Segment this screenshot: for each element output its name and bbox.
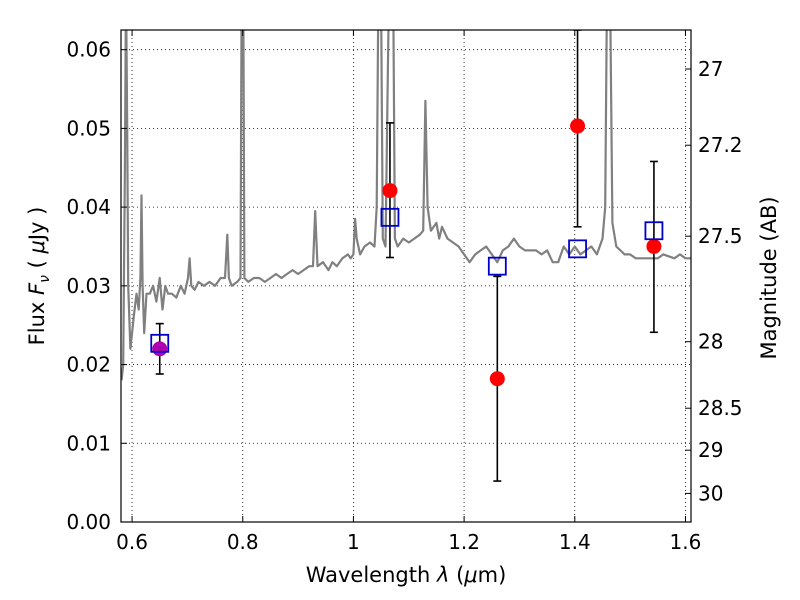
plot-content [121, 30, 691, 482]
observed-point [489, 371, 505, 387]
x-tick-label: 0.6 [116, 530, 148, 554]
right-tick-label: 27 [698, 57, 723, 81]
plot-area [121, 30, 691, 522]
axis-ticks: 0.6 0.8 1 1.2 1.4 1.6 0.00 0.01 0.02 0.03 0.04 0.05… [66, 30, 743, 554]
observed-point [570, 118, 586, 134]
observed-point [152, 341, 168, 357]
y-tick-label: 0.05 [66, 116, 111, 140]
model-photometry-point [644, 221, 664, 241]
y-axis-label-right: Magnitude (AB) [757, 196, 781, 359]
right-tick-label: 30 [698, 481, 723, 505]
y-tick-label: 0.06 [66, 38, 111, 62]
y-tick-label: 0.01 [66, 431, 111, 455]
observed-point [646, 238, 662, 254]
right-tick-label: 29 [698, 438, 723, 462]
right-tick-label: 27.5 [698, 224, 743, 248]
y-tick-label: 0.04 [66, 195, 111, 219]
x-tick-label: 1.6 [670, 530, 702, 554]
x-axis-label: Wavelength λ (μm) [306, 563, 507, 587]
model-photometry-point [380, 207, 400, 227]
plot-frame [120, 29, 692, 523]
observed-point [382, 183, 398, 199]
x-tick-label: 0.8 [227, 530, 259, 554]
right-tick-label: 28.5 [698, 396, 743, 420]
right-tick-label: 28 [698, 330, 723, 354]
model-photometry-point [568, 239, 587, 259]
model-spectrum-line [121, 30, 691, 381]
y-tick-label: 0.02 [66, 353, 111, 377]
y-axis-label: Flux Fν ( μJy ) [25, 207, 53, 346]
right-tick-label: 27.2 [698, 133, 743, 157]
model-photometry-point [487, 256, 507, 276]
y-tick-label: 0.03 [66, 274, 111, 298]
x-tick-label: 1.4 [559, 530, 591, 554]
y-tick-label: 0.00 [66, 510, 111, 534]
x-tick-label: 1 [347, 530, 360, 554]
model-photometry-point [150, 333, 170, 353]
x-tick-label: 1.2 [448, 530, 480, 554]
